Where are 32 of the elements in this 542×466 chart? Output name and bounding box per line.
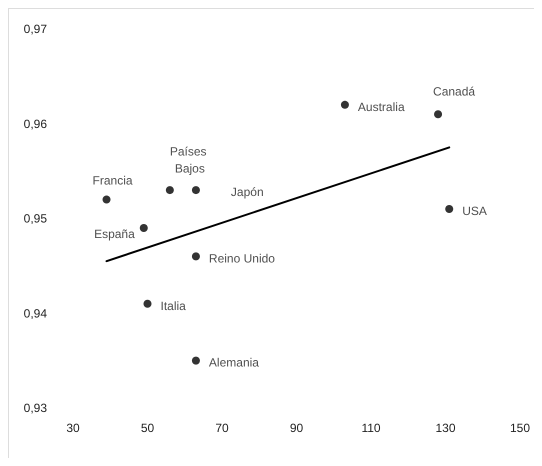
y-tick-label: 0,97 — [24, 22, 48, 36]
annotation: Reino Unido — [208, 251, 276, 266]
y-tick-label: 0,93 — [24, 401, 48, 415]
annotation: Japón — [230, 185, 264, 200]
x-tick-label: 70 — [215, 421, 229, 435]
point — [445, 205, 454, 214]
x-tick-label: 30 — [66, 421, 80, 435]
point — [144, 300, 152, 308]
x-tick-label: 110 — [361, 421, 381, 435]
point — [192, 186, 200, 194]
point — [102, 196, 111, 204]
y-tick-label: 0,95 — [24, 212, 48, 226]
annotation: Australia — [358, 100, 405, 114]
annotation: Países Bajos — [170, 144, 210, 176]
y-tick-label: 0,94 — [24, 306, 48, 320]
point — [434, 110, 442, 118]
x-tick-label: 50 — [140, 421, 154, 435]
x-tick-label: 130 — [435, 421, 456, 435]
annotation: Italia — [160, 298, 186, 313]
point — [192, 356, 200, 365]
point — [340, 100, 349, 109]
annotation: Alemania — [208, 356, 260, 370]
point — [192, 252, 200, 260]
annotation: Canadá — [433, 84, 476, 98]
x-tick-label: 150 — [510, 421, 530, 435]
annotation: España — [94, 226, 136, 241]
annotation: USA — [462, 204, 487, 218]
point — [140, 224, 148, 232]
point — [166, 186, 174, 194]
x-tick-label: 90 — [290, 421, 304, 435]
y-tick-label: 0,96 — [24, 116, 48, 131]
annotation: Francia — [92, 174, 133, 188]
